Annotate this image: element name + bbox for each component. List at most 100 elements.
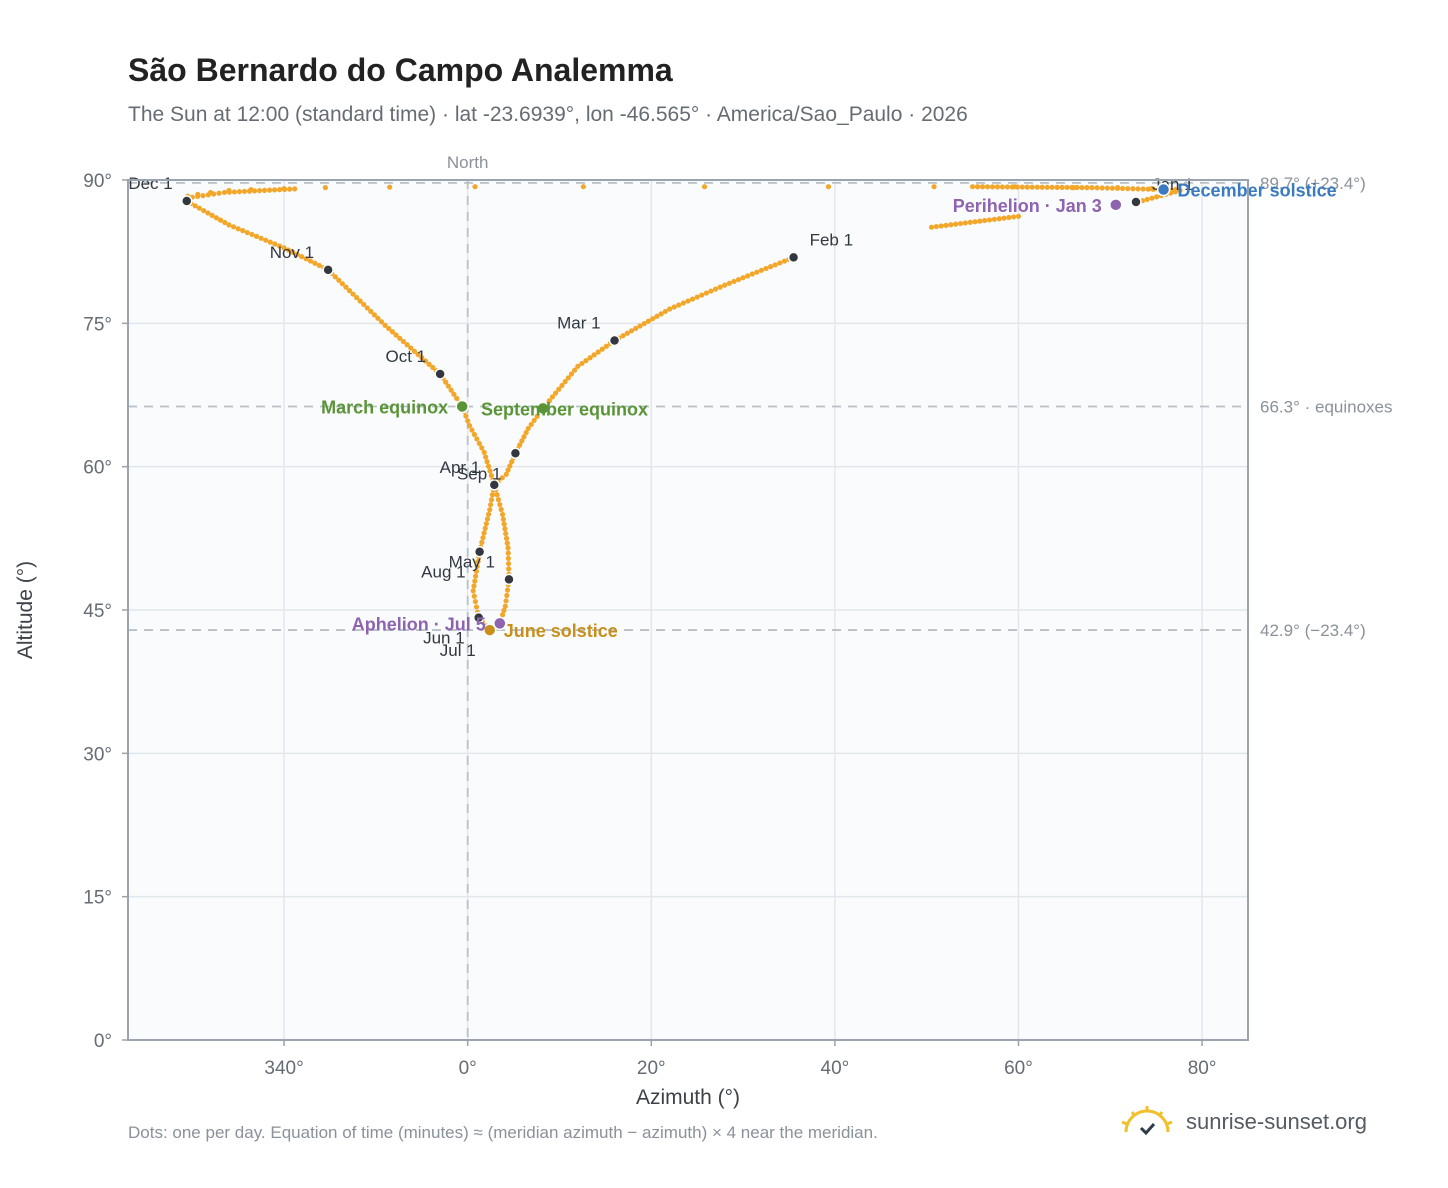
- daily-dot: [497, 501, 503, 508]
- daily-dot: [476, 440, 482, 447]
- daily-dot: [244, 229, 250, 236]
- daily-dot: [502, 526, 508, 532]
- daily-dot: [712, 286, 719, 292]
- daily-dot: [505, 550, 511, 556]
- daily-dot: [471, 593, 477, 599]
- daily-dot: [487, 507, 493, 513]
- daily-dot: [474, 563, 480, 570]
- daily-dot: [572, 367, 578, 373]
- daily-dot: [957, 220, 964, 227]
- daily-dot: [343, 284, 349, 290]
- daily-dot: [568, 371, 575, 377]
- x-tick-label: 0°: [459, 1058, 477, 1079]
- reference-lines: 89.7° (+23.4°) 66.3° · equinoxes 42.9° (−2…: [128, 153, 1393, 1040]
- daily-dot: [479, 445, 485, 451]
- month-label: Jul 1: [440, 641, 476, 660]
- daily-dot: [217, 217, 224, 223]
- x-tick-label: 80°: [1188, 1058, 1217, 1079]
- daily-dot: [465, 418, 471, 424]
- daily-dot: [1149, 186, 1155, 192]
- daily-dot: [1024, 184, 1030, 190]
- daily-dot: [378, 319, 385, 325]
- daily-dot: [662, 308, 669, 315]
- daily-dot: [758, 267, 765, 273]
- event-marker: [482, 623, 497, 637]
- daily-dot: [556, 386, 562, 392]
- daily-dot: [481, 530, 487, 536]
- daily-dot: [494, 492, 500, 498]
- daily-dot: [415, 351, 421, 358]
- daily-dot: [346, 288, 353, 294]
- x-tick-label: 340°: [264, 1058, 303, 1079]
- daily-dot: [1120, 185, 1126, 192]
- daily-dot: [504, 592, 510, 599]
- daily-dot: [503, 471, 509, 477]
- month-marker: [472, 611, 485, 624]
- brand[interactable]: sunrise-sunset.org: [1120, 1102, 1367, 1142]
- month-label: Sep 1: [457, 464, 501, 483]
- daily-dot: [969, 184, 976, 190]
- daily-dot: [484, 516, 491, 522]
- daily-dot: [230, 224, 237, 230]
- daily-dot: [1012, 184, 1018, 190]
- daily-dot: [628, 328, 635, 334]
- month-marker: [509, 447, 522, 460]
- daily-dot: [502, 603, 508, 609]
- daily-dot: [501, 521, 507, 527]
- event-label: March equinox: [321, 397, 448, 417]
- daily-dot: [1099, 185, 1105, 191]
- month-marker: [608, 334, 621, 347]
- daily-dot: [531, 417, 537, 424]
- daily-dot: [603, 343, 609, 349]
- daily-dot: [483, 521, 489, 527]
- daily-dot: [1004, 184, 1010, 190]
- brand-name: sunrise-sunset.org: [1186, 1109, 1367, 1134]
- daily-dot: [213, 215, 219, 221]
- event-marker: [1156, 182, 1171, 197]
- daily-dot: [699, 292, 705, 298]
- month-marker: [787, 251, 800, 264]
- daily-dot: [261, 187, 268, 193]
- sunrise-logo-icon: [1121, 1106, 1173, 1136]
- daily-dot: [1039, 184, 1045, 190]
- daily-dot: [523, 429, 529, 436]
- daily-dot: [339, 281, 345, 287]
- daily-dot: [479, 539, 485, 545]
- daily-dot: [933, 223, 939, 230]
- daily-dot: [575, 363, 581, 369]
- daily-dot: [312, 260, 318, 266]
- daily-dot: [484, 459, 490, 465]
- daily-dot: [1015, 213, 1022, 219]
- y-tick-label: 45°: [83, 601, 112, 622]
- daily-dot: [1059, 184, 1065, 191]
- daily-dot: [974, 184, 981, 190]
- daily-dot: [562, 379, 568, 385]
- axis-ticks: 340° 0° 20° 40° 60° 80° 0° 15° 30° 45° 60° 75° 90°: [83, 171, 1216, 1079]
- daily-dot: [361, 301, 367, 308]
- daily-dot: [422, 358, 429, 364]
- daily-dot: [472, 573, 479, 579]
- daily-dot: [645, 318, 652, 324]
- meridian-label: North: [447, 153, 489, 172]
- daily-dot: [482, 525, 488, 531]
- month-label: Feb 1: [810, 230, 853, 249]
- daily-dot: [471, 583, 477, 589]
- daily-dot: [285, 247, 292, 253]
- daily-dot: [1140, 186, 1146, 192]
- daily-dot: [470, 588, 476, 594]
- daily-dot: [473, 604, 480, 610]
- daily-dot: [553, 390, 559, 396]
- daily-dot: [208, 189, 214, 196]
- daily-dot: [546, 398, 552, 404]
- daily-dot: [708, 288, 714, 294]
- daily-dot: [485, 511, 492, 517]
- daily-dot: [996, 216, 1002, 222]
- daily-dot: [267, 239, 273, 245]
- daily-dot: [400, 338, 407, 345]
- daily-dot: [475, 558, 481, 565]
- y-tick-label: 90°: [83, 171, 112, 192]
- month-label: Dec 1: [128, 174, 172, 193]
- daily-dot: [703, 290, 709, 296]
